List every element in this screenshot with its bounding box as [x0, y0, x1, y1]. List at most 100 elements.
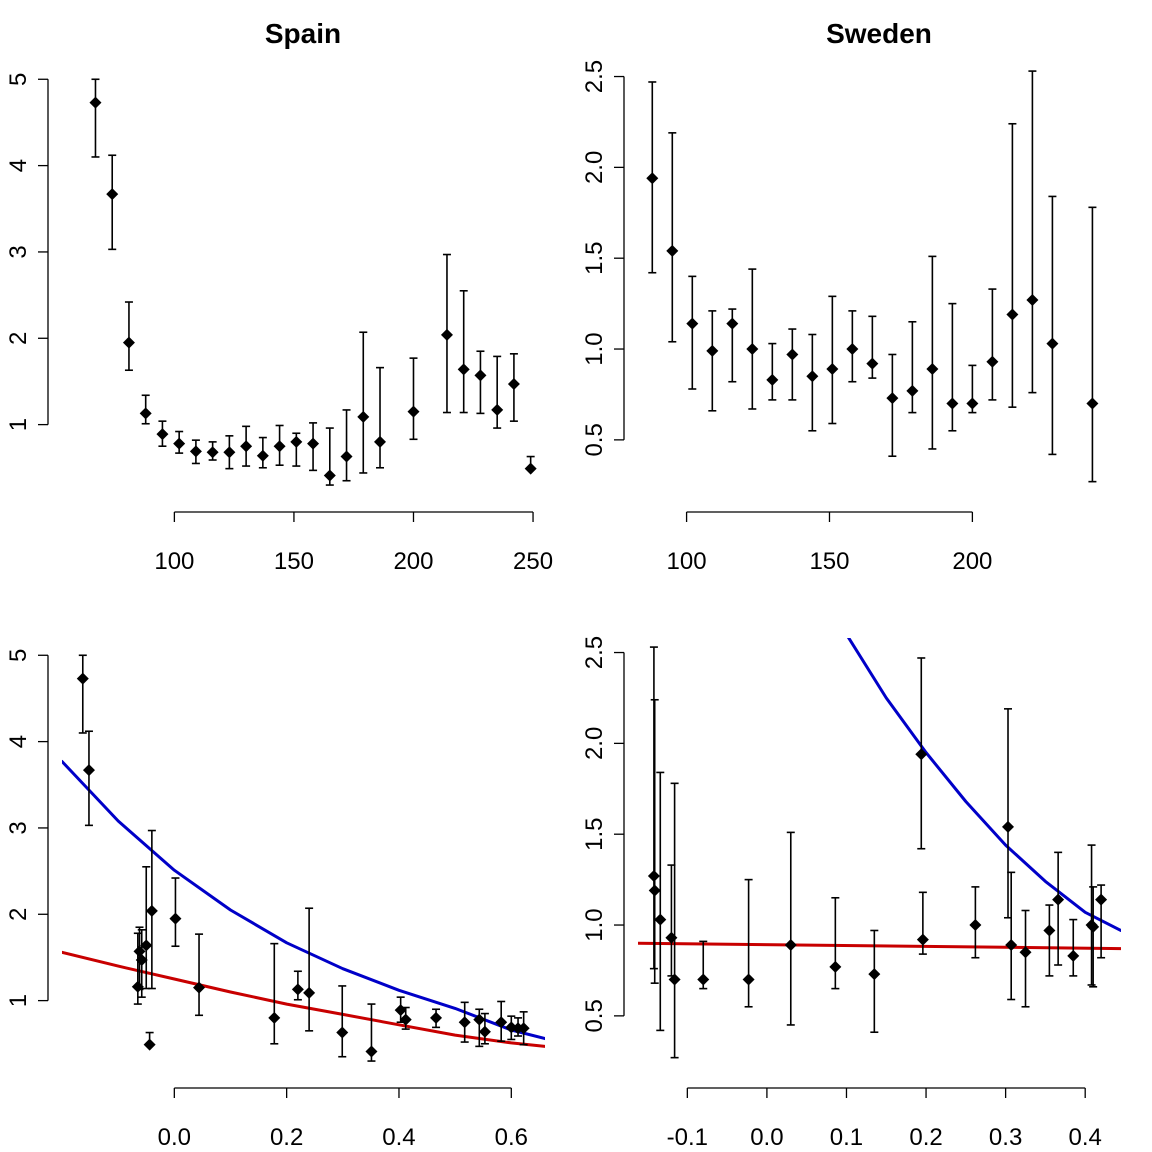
y-tick-label: 1 — [5, 994, 32, 1007]
y-tick-label: 5 — [5, 649, 32, 662]
x-tick-label: 0.4 — [382, 1124, 415, 1151]
data-point — [357, 410, 370, 423]
data-point — [189, 445, 202, 458]
error-bar — [78, 654, 87, 734]
data-point — [458, 1016, 471, 1029]
data-point — [986, 355, 999, 368]
data-point — [868, 968, 881, 981]
x-tick-label: 100 — [667, 548, 707, 575]
error-bar — [1054, 851, 1063, 966]
panel-spain-top: Spain 100 150 200 250 1 2 3 4 5 — [5, 18, 553, 575]
data-point — [1087, 920, 1100, 933]
data-point — [473, 1013, 486, 1026]
error-bar — [171, 877, 180, 948]
y-tick-label: 1.0 — [581, 908, 608, 941]
x-tick-label: 0.4 — [1069, 1124, 1102, 1151]
data-point — [140, 939, 153, 952]
data-point — [784, 939, 797, 952]
error-bar — [459, 289, 468, 414]
data-point — [686, 317, 699, 330]
data-point — [1052, 893, 1065, 906]
error-bar — [908, 320, 917, 414]
data-points — [89, 78, 537, 486]
data-point — [169, 912, 182, 925]
data-point — [1046, 337, 1059, 350]
data-point — [139, 407, 152, 420]
data-point — [307, 437, 320, 450]
y-tick-label: 2 — [5, 908, 32, 921]
x-tick-label: 0.1 — [830, 1124, 863, 1151]
y-axis: 1 2 3 4 5 — [5, 649, 49, 1007]
error-bar — [670, 782, 679, 1059]
data-point — [1095, 893, 1108, 906]
y-tick-label: 2.5 — [581, 636, 608, 669]
data-point — [1043, 924, 1056, 937]
x-axis: 0.0 0.2 0.4 0.6 — [158, 1087, 528, 1151]
panel-sweden-bottom: -0.1 0.0 0.1 0.2 0.3 0.4 0.5 1.0 1.5 2.0 2.5 — [581, 636, 1121, 1151]
error-bar — [744, 878, 753, 1008]
data-point — [122, 336, 135, 349]
data-point — [491, 403, 504, 416]
data-points — [76, 654, 530, 1062]
error-bar — [948, 302, 957, 432]
data-point — [916, 933, 929, 946]
error-bar — [108, 154, 117, 251]
data-point — [223, 446, 236, 459]
data-point — [746, 343, 759, 356]
error-bar — [1045, 904, 1054, 977]
data-point — [648, 884, 661, 897]
error-bar — [409, 357, 418, 441]
blue-fit-curve — [62, 760, 545, 1041]
data-point — [143, 1038, 156, 1051]
data-point — [665, 931, 678, 944]
x-tick-label: 200 — [952, 548, 992, 575]
error-bar — [888, 353, 897, 458]
error-bar — [493, 355, 502, 429]
data-point — [524, 462, 537, 475]
data-point — [303, 986, 316, 999]
data-point — [1005, 939, 1018, 952]
error-bar — [338, 985, 347, 1058]
red-fit-curve — [638, 941, 1121, 951]
data-point — [340, 450, 353, 463]
y-tick-label: 2.5 — [581, 60, 608, 93]
error-bar — [1087, 844, 1096, 986]
data-point — [1002, 820, 1015, 833]
error-bar — [342, 409, 351, 482]
data-point — [1006, 308, 1019, 321]
error-bar — [788, 328, 797, 401]
data-point — [76, 672, 89, 685]
data-point — [478, 1025, 491, 1038]
data-point — [290, 435, 303, 448]
data-point — [256, 449, 269, 462]
x-tick-label: 200 — [393, 548, 433, 575]
data-point — [906, 384, 919, 397]
data-point — [666, 244, 679, 257]
error-bar — [124, 301, 133, 372]
data-point — [1026, 293, 1039, 306]
y-tick-label: 4 — [5, 735, 32, 748]
data-point — [969, 919, 982, 932]
y-tick-label: 5 — [5, 73, 32, 86]
data-point — [1086, 397, 1099, 410]
error-bar — [668, 132, 677, 343]
error-bar — [1048, 195, 1057, 456]
data-point — [915, 748, 928, 761]
data-point — [145, 904, 158, 917]
data-point — [668, 973, 681, 986]
data-point — [240, 440, 253, 453]
data-point — [268, 1011, 281, 1024]
error-bar — [650, 698, 659, 984]
x-tick-label: 0.3 — [989, 1124, 1022, 1151]
panel-spain-bottom: 0.0 0.2 0.4 0.6 1 2 3 4 5 — [5, 649, 545, 1151]
data-point — [846, 343, 859, 356]
error-bar — [1021, 909, 1030, 1008]
error-bar — [195, 933, 204, 1017]
error-bar — [476, 350, 485, 415]
data-point — [507, 378, 520, 391]
blue-fit-curve — [846, 638, 1121, 932]
error-bar — [808, 333, 817, 432]
x-tick-label: 0.0 — [750, 1124, 783, 1151]
data-point — [407, 405, 420, 418]
